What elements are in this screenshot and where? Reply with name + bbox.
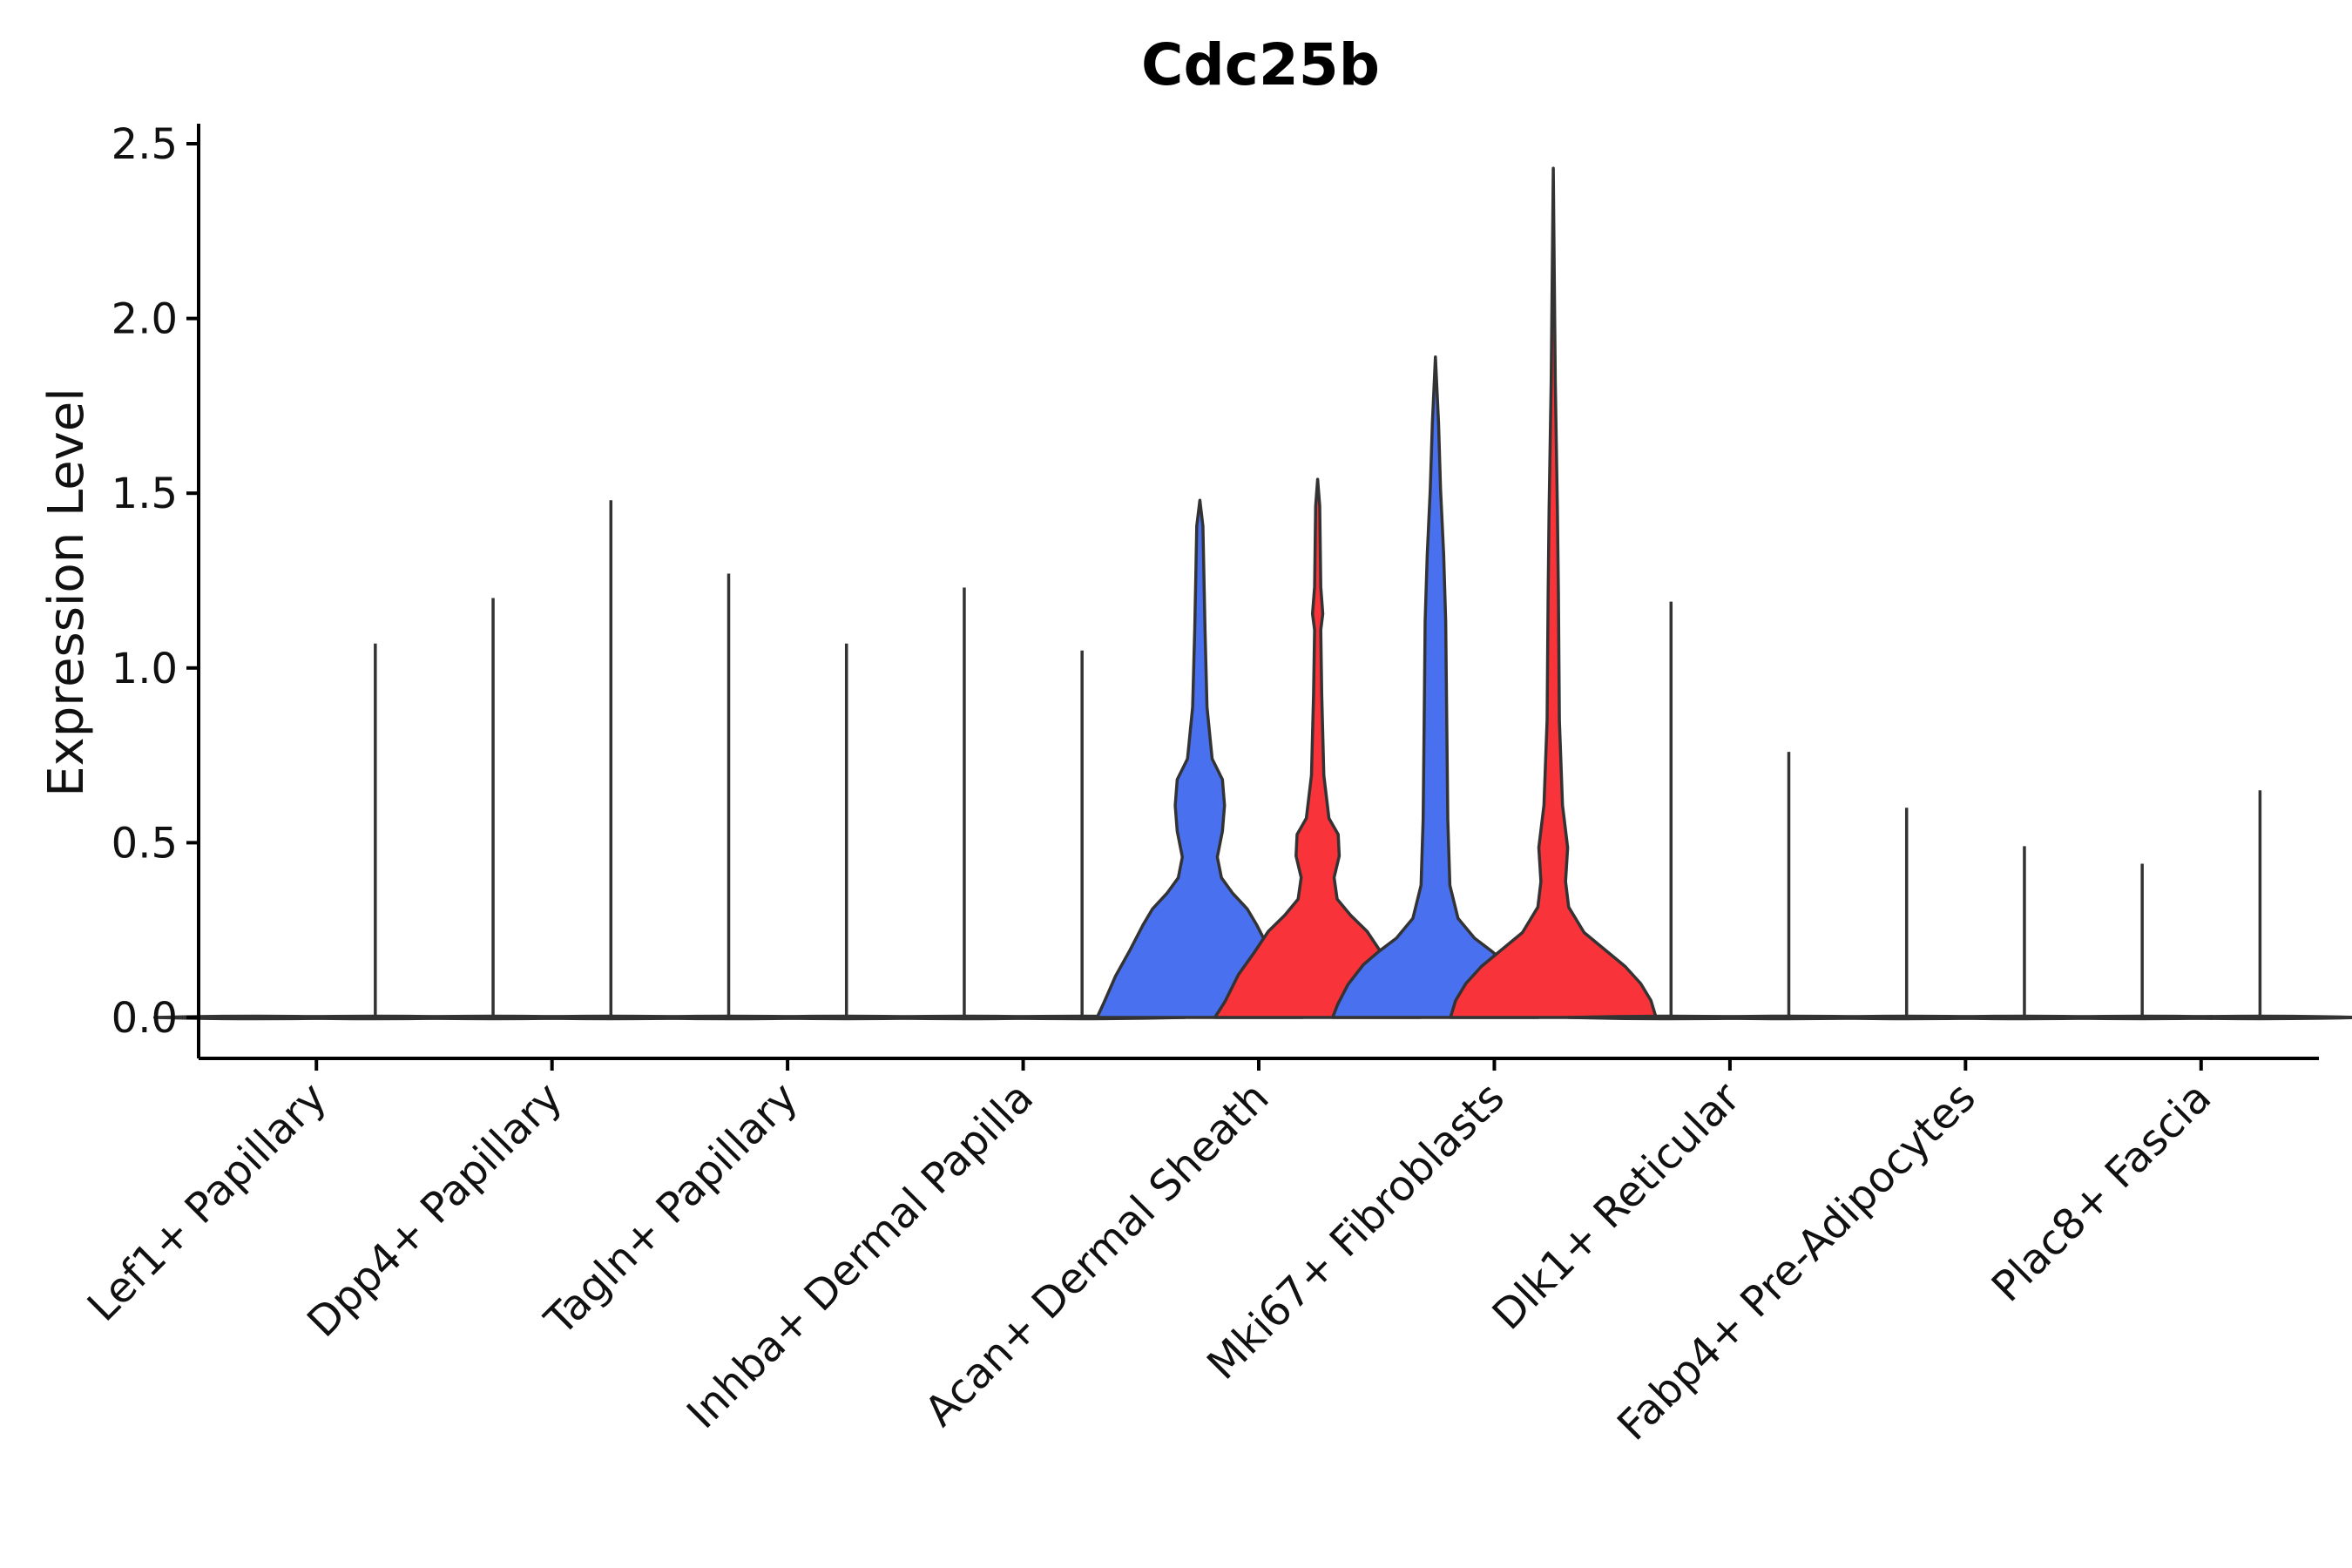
x-tick-label-1: Dpp4+ Papillary	[298, 1073, 571, 1347]
x-tick-label-0: Lef1+ Papillary	[78, 1073, 336, 1331]
violin-chart: Cdc25b Expression Level 0.0 0.5 1.0 1.5 2.0 2…	[0, 0, 2352, 1568]
y-tick-label-5: 2.5	[112, 120, 178, 169]
violin-5-1	[1450, 168, 1656, 1017]
violin-5-0	[1333, 357, 1538, 1017]
y-tick-label-1: 0.5	[112, 819, 178, 868]
y-tick-label-3: 1.5	[112, 470, 178, 518]
violin-base-8-1	[2157, 1017, 2352, 1019]
violin-layer	[155, 168, 2352, 1018]
x-tick-label-8: Plac8+ Fascia	[1983, 1073, 2221, 1312]
chart-title: Cdc25b	[1141, 31, 1380, 98]
x-tick-label-6: Dlk1+ Reticular	[1484, 1073, 1750, 1340]
y-axis: 0.0 0.5 1.0 1.5 2.0 2.5	[112, 120, 199, 1058]
y-axis-title: Expression Level	[38, 388, 95, 797]
y-tick-label-4: 2.0	[112, 295, 178, 344]
x-tick-label-2: Tagln+ Papillary	[535, 1073, 807, 1345]
y-tick-label-0: 0.0	[112, 994, 178, 1043]
y-tick-label-2: 1.0	[112, 645, 178, 693]
